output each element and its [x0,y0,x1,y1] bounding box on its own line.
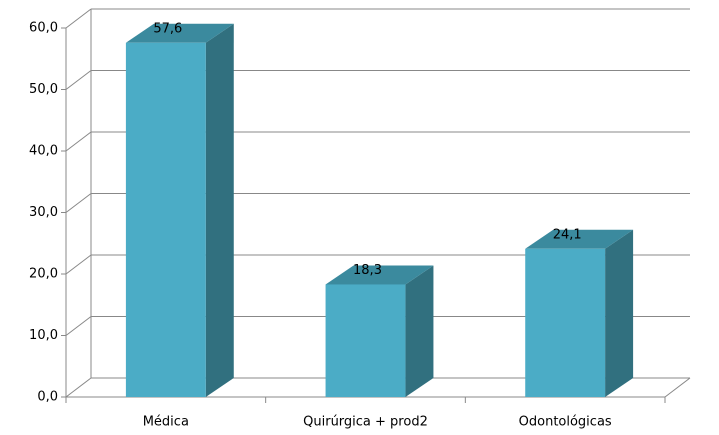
bar-side [405,265,434,397]
grid-line-side [65,193,92,213]
bar-side [605,229,634,397]
grid-line-side [65,70,92,90]
bar [125,42,206,397]
y-tick-label: 40,0 [29,144,58,159]
bar-side [205,23,234,397]
y-tick-label: 60,0 [29,21,58,36]
bar-top [125,23,234,43]
bar-top [325,265,434,285]
grid-line-side [65,8,92,29]
y-tick-label: 50,0 [29,82,58,97]
y-tick-label: 10,0 [29,328,58,343]
value-label: 18,3 [353,263,382,278]
floor-right [664,377,691,398]
grid-line-side [65,254,92,275]
value-label: 24,1 [553,227,582,242]
bar [525,248,606,397]
y-tick-label: 0,0 [37,390,58,405]
value-label: 57,6 [153,21,182,36]
bar [325,284,406,397]
x-tick-label: Médica [143,415,189,430]
y-tick-label: 20,0 [29,267,58,282]
grid-line-side [65,316,92,336]
x-tick-label: Odontológicas [519,415,612,430]
grid-line-side [65,377,92,398]
bar-top [525,229,634,249]
grid-line-side [65,131,92,152]
x-tick-label: Quirúrgica + prod2 [303,415,428,430]
y-tick-label: 30,0 [29,205,58,220]
